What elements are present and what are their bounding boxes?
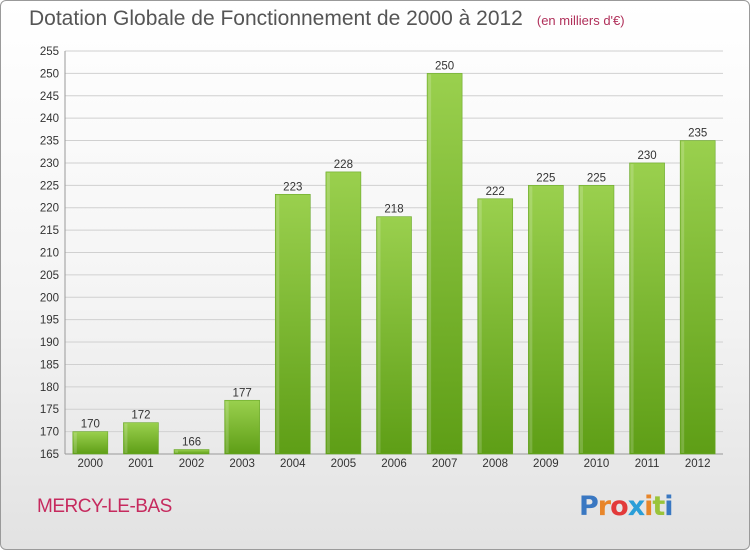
bar-highlight <box>579 186 583 454</box>
bar-highlight <box>175 450 179 453</box>
bar-highlight <box>478 199 482 453</box>
bar-highlight <box>73 432 77 453</box>
x-tick-label-2005: 2005 <box>331 458 357 470</box>
x-tick-label-2012: 2012 <box>685 458 711 470</box>
data-label-2009: 225 <box>536 172 555 184</box>
y-tick-label: 255 <box>40 46 59 58</box>
x-tick-label-2009: 2009 <box>533 458 559 470</box>
x-tick-label-2008: 2008 <box>482 458 508 470</box>
x-tick-label-2011: 2011 <box>635 458 660 470</box>
bar-2006 <box>376 216 412 455</box>
x-tick-label-2004: 2004 <box>280 458 306 470</box>
y-tick-label: 210 <box>40 248 59 260</box>
bar-2010 <box>578 185 615 455</box>
logo-letter: x <box>627 491 645 522</box>
y-tick-label: 240 <box>40 113 59 125</box>
logo-letter: P <box>579 491 599 522</box>
proxiti-logo[interactable]: Proxiti <box>579 491 674 522</box>
y-tick-label: 200 <box>40 292 59 304</box>
bar-2002 <box>173 449 210 455</box>
data-label-2010: 225 <box>587 172 606 184</box>
y-tick-label: 195 <box>40 315 59 327</box>
x-tick-label-2006: 2006 <box>381 458 407 470</box>
bar-highlight <box>529 186 533 454</box>
data-label-2007: 250 <box>435 60 454 72</box>
y-tick-label: 225 <box>40 180 59 192</box>
bar-highlight <box>681 141 685 454</box>
data-label-2011: 230 <box>637 150 656 162</box>
x-tick-label-2010: 2010 <box>584 458 610 470</box>
bar-highlight <box>377 217 381 453</box>
data-label-2004: 223 <box>283 181 302 193</box>
logo-letter: r <box>597 491 611 522</box>
bar-2000 <box>72 431 109 455</box>
commune-name: MERCY-LE-BAS <box>37 496 172 517</box>
logo-letter: i <box>644 491 653 522</box>
bar-highlight <box>225 401 229 453</box>
bar-2001 <box>123 422 159 455</box>
data-label-2002: 166 <box>182 437 201 449</box>
y-tick-label: 230 <box>40 158 59 170</box>
chart-title: Dotation Globale de Fonctionnement de 20… <box>29 7 625 31</box>
y-tick-label: 215 <box>40 225 59 237</box>
x-tick-label-2003: 2003 <box>229 458 255 470</box>
data-label-2012: 235 <box>688 128 707 140</box>
y-tick-label: 180 <box>40 382 59 394</box>
data-label-2006: 218 <box>384 204 403 216</box>
y-tick-label: 175 <box>40 404 59 416</box>
unit-label: (en milliers d'€) <box>536 13 625 28</box>
x-tick-label-2007: 2007 <box>432 458 458 470</box>
data-label-2005: 228 <box>334 159 353 171</box>
bar-2007 <box>426 73 463 455</box>
y-tick-label: 185 <box>40 359 59 371</box>
bar-2011 <box>629 162 665 455</box>
logo-letter: t <box>652 491 665 522</box>
y-tick-label: 235 <box>40 136 59 148</box>
data-label-2003: 177 <box>233 387 252 399</box>
x-tick-label-2000: 2000 <box>78 458 104 470</box>
y-tick-label: 250 <box>40 68 59 80</box>
bar-highlight <box>276 195 280 454</box>
x-tick-label-2002: 2002 <box>179 458 205 470</box>
bar-highlight <box>124 423 128 453</box>
bar-highlight <box>428 74 432 453</box>
logo-letter: o <box>610 491 629 522</box>
data-label-2001: 172 <box>131 410 150 422</box>
bar-2005 <box>325 171 362 455</box>
bar-2003 <box>224 399 260 455</box>
bar-2012 <box>679 140 716 455</box>
y-tick-label: 205 <box>40 270 59 282</box>
data-label-2000: 170 <box>81 419 100 431</box>
y-tick-label: 220 <box>40 203 59 215</box>
data-label-2008: 222 <box>486 186 505 198</box>
bar-2009 <box>528 185 564 455</box>
y-tick-label: 245 <box>40 91 59 103</box>
bar-highlight <box>630 163 634 453</box>
y-tick-label: 165 <box>40 449 59 461</box>
title-text: Dotation Globale de Fonctionnement de 20… <box>29 7 523 30</box>
bar-2008 <box>477 198 514 455</box>
x-tick-label-2001: 2001 <box>128 458 154 470</box>
y-tick-label: 170 <box>40 427 59 439</box>
bar-highlight <box>326 172 330 453</box>
bar-2004 <box>274 193 311 455</box>
y-tick-label: 190 <box>40 337 59 349</box>
logo-letter: i <box>664 491 673 522</box>
